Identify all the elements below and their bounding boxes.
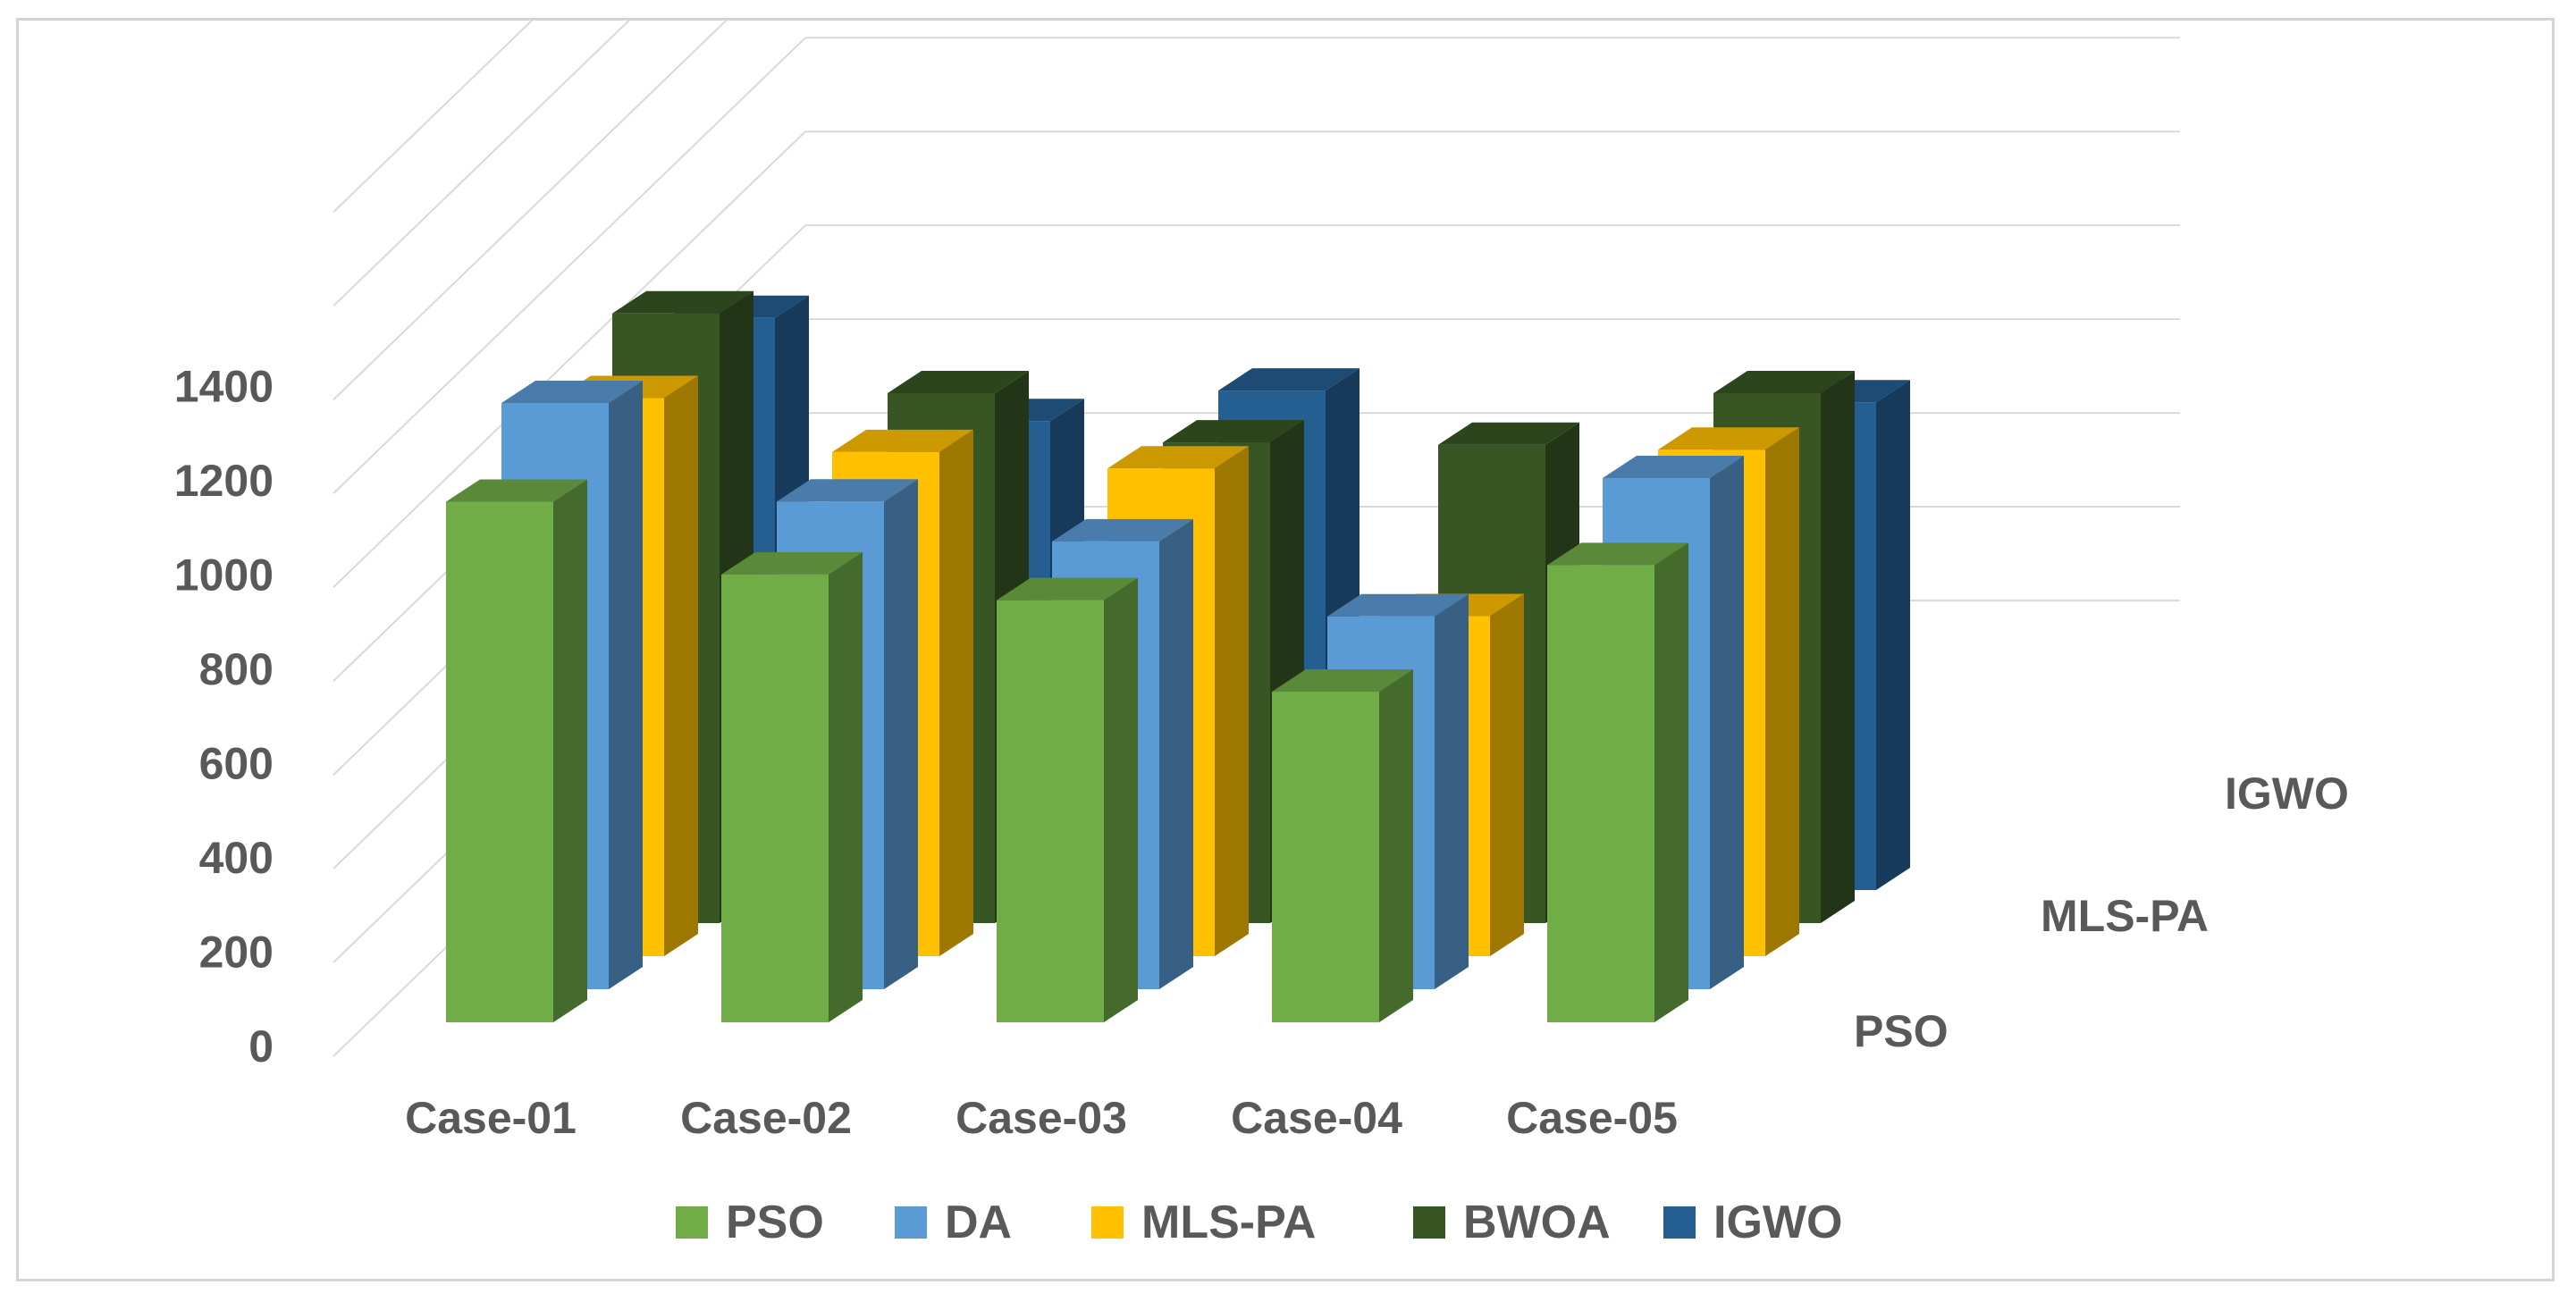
- legend-label: BWOA: [1463, 1197, 1611, 1248]
- legend-item-pso: PSO: [676, 1197, 824, 1248]
- gridline: [333, 130, 2180, 588]
- legend-item-mls-pa: MLS-PA: [1091, 1197, 1316, 1248]
- legend-swatch: [895, 1206, 927, 1239]
- legend-swatch: [1091, 1206, 1124, 1239]
- y-tick-label: 1200: [174, 456, 274, 506]
- gridline: [333, 21, 728, 400]
- x-category-label: Case-03: [955, 1093, 1127, 1143]
- depth-axis-label: IGWO: [2225, 769, 2349, 819]
- legend-label: PSO: [726, 1197, 824, 1248]
- legend-item-igwo: IGWO: [1663, 1197, 1842, 1248]
- y-tick-label: 0: [248, 1021, 274, 1071]
- x-category-label: Case-05: [1506, 1093, 1678, 1143]
- legend-label: DA: [945, 1197, 1012, 1248]
- gridline: [333, 21, 631, 307]
- bars: [446, 290, 1910, 1022]
- x-category-label: Case-01: [405, 1093, 577, 1143]
- y-tick-label: 1000: [174, 550, 274, 601]
- y-axis-tick-labels: 0 200 400 600 800 1000 1200 1400: [174, 362, 274, 1072]
- bar-chart-3d: 0 200 400 600 800 1000 1200 1400 Case-01 Case-02…: [174, 21, 2349, 1248]
- depth-axis-label: PSO: [1854, 1006, 1949, 1056]
- y-tick-label: 200: [199, 928, 274, 978]
- bar-pso-case-04: [1272, 669, 1413, 1022]
- legend-label: IGWO: [1713, 1197, 1842, 1248]
- legend-swatch: [676, 1206, 708, 1239]
- legend-swatch: [1663, 1206, 1696, 1239]
- y-tick-label: 400: [199, 833, 274, 883]
- bar-pso-case-02: [721, 551, 863, 1022]
- gridline: [333, 37, 2180, 494]
- legend-item-bwoa: BWOA: [1413, 1197, 1611, 1248]
- legend: PSO DA MLS-PA BWOA IGWO: [676, 1197, 1842, 1248]
- gridline: [333, 21, 534, 214]
- legend-label: MLS-PA: [1141, 1197, 1316, 1248]
- legend-item-da: DA: [895, 1197, 1012, 1248]
- bar-pso-case-05: [1547, 542, 1688, 1022]
- depth-axis-labels: PSO MLS-PA IGWO: [1854, 769, 2349, 1056]
- bar-pso-case-03: [997, 577, 1138, 1022]
- y-tick-label: 1400: [174, 362, 274, 412]
- x-axis-category-labels: Case-01 Case-02 Case-03 Case-04 Case-05: [405, 1093, 1678, 1143]
- y-tick-label: 800: [199, 644, 274, 694]
- y-tick-label: 600: [199, 739, 274, 789]
- legend-swatch: [1413, 1206, 1445, 1239]
- x-category-label: Case-02: [680, 1093, 852, 1143]
- bar-pso-case-01: [446, 479, 587, 1022]
- depth-axis-label: MLS-PA: [2041, 891, 2209, 941]
- x-category-label: Case-04: [1231, 1093, 1402, 1143]
- chart-frame: 0 200 400 600 800 1000 1200 1400 Case-01 Case-02…: [16, 18, 2555, 1281]
